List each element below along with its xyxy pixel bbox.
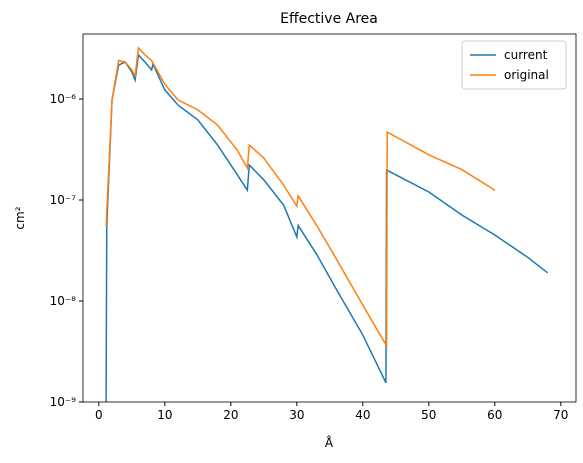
x-tick-label: 30 — [289, 408, 304, 422]
x-tick-label: 70 — [553, 408, 568, 422]
legend-label: current — [504, 48, 548, 62]
x-tick-label: 50 — [421, 408, 436, 422]
x-tick-label: 40 — [355, 408, 370, 422]
legend-label: original — [504, 68, 549, 82]
x-tick-label: 20 — [223, 408, 238, 422]
plot-frame — [82, 33, 577, 403]
legend-box — [461, 40, 567, 90]
x-tick-label: 60 — [487, 408, 502, 422]
series-line — [105, 46, 496, 349]
plot-area — [105, 46, 549, 402]
chart-title: Effective Area — [280, 11, 378, 27]
series-line — [105, 53, 549, 402]
x-tick-label: 0 — [95, 408, 103, 422]
x-axis-label: Å — [325, 435, 334, 450]
x-tick-label: 10 — [157, 408, 172, 422]
y-axis-label: cm² — [13, 206, 27, 229]
y-tick-label: 10⁻⁹ — [50, 395, 77, 409]
y-tick-label: 10⁻⁶ — [50, 92, 77, 106]
y-tick-label: 10⁻⁷ — [50, 193, 77, 207]
y-tick-label: 10⁻⁸ — [50, 294, 77, 308]
